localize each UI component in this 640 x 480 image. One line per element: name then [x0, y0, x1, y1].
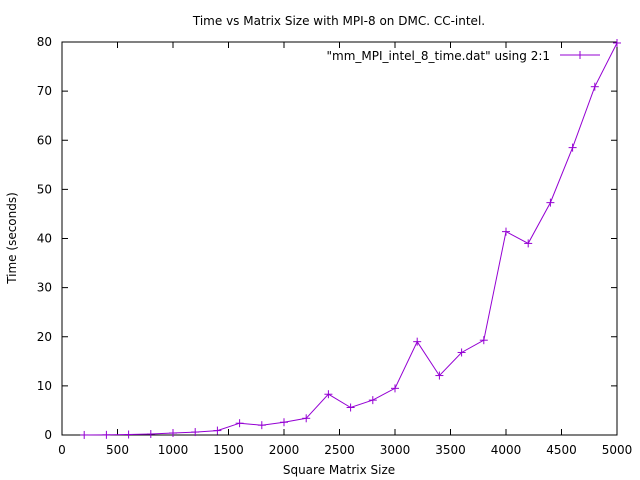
data-point	[346, 403, 355, 412]
data-point	[102, 430, 111, 439]
legend-label: "mm_MPI_intel_8_time.dat" using 2:1	[327, 49, 551, 63]
x-tick-label: 3000	[380, 443, 411, 457]
x-tick-label: 3500	[435, 443, 466, 457]
data-point	[502, 227, 510, 236]
data-point	[479, 336, 488, 345]
axis-tick-labels: 0 500 1000 1500 2000 2500 3000 3500 4000 4500 5000…	[37, 35, 633, 457]
x-tick-label: 5000	[602, 443, 633, 457]
legend-marker	[576, 51, 584, 59]
y-tick-label: 70	[37, 84, 52, 98]
y-tick-label: 50	[37, 182, 52, 196]
y-tick-label: 20	[37, 330, 52, 344]
plot-border	[61, 41, 618, 436]
x-axis-label: Square Matrix Size	[283, 463, 395, 477]
x-tick-label: 500	[106, 443, 129, 457]
series-line	[84, 42, 618, 436]
data-point	[435, 371, 444, 380]
data-point	[413, 337, 422, 346]
data-point	[213, 426, 222, 435]
data-point	[368, 396, 377, 405]
data-point	[613, 38, 621, 47]
data-point	[124, 430, 133, 439]
y-axis-label: Time (seconds)	[5, 192, 19, 285]
data-point	[457, 348, 466, 357]
y-tick-label: 80	[37, 35, 52, 49]
y-tick-label: 10	[37, 379, 52, 393]
y-tick-label: 40	[37, 232, 52, 246]
data-point	[80, 430, 89, 439]
x-tick-label: 1500	[213, 443, 244, 457]
data-point	[191, 428, 200, 437]
data-point	[302, 414, 311, 423]
legend-marker-symbol	[576, 51, 584, 59]
data-point	[546, 198, 555, 207]
data-point	[146, 430, 155, 439]
x-tick-label: 2000	[269, 443, 300, 457]
x-tick-label: 4000	[491, 443, 522, 457]
legend: "mm_MPI_intel_8_time.dat" using 2:1	[327, 49, 600, 63]
y-tick-label: 0	[44, 428, 52, 442]
y-tick-label: 30	[37, 281, 52, 295]
x-tick-label: 4500	[546, 443, 577, 457]
data-point	[324, 390, 333, 399]
x-tick-label: 2500	[324, 443, 355, 457]
x-tick-label: 0	[58, 443, 66, 457]
y-tick-label: 60	[37, 133, 52, 147]
axis-ticks	[61, 41, 618, 436]
x-tick-label: 1000	[158, 443, 189, 457]
data-point	[590, 82, 599, 91]
data-point	[257, 421, 266, 430]
series-layer	[80, 38, 621, 439]
data-point	[391, 384, 399, 393]
data-point	[235, 419, 244, 428]
chart-title: Time vs Matrix Size with MPI-8 on DMC. C…	[192, 14, 485, 28]
data-point	[280, 418, 288, 427]
data-point	[568, 143, 577, 152]
data-point	[169, 429, 177, 438]
data-point	[524, 239, 533, 248]
